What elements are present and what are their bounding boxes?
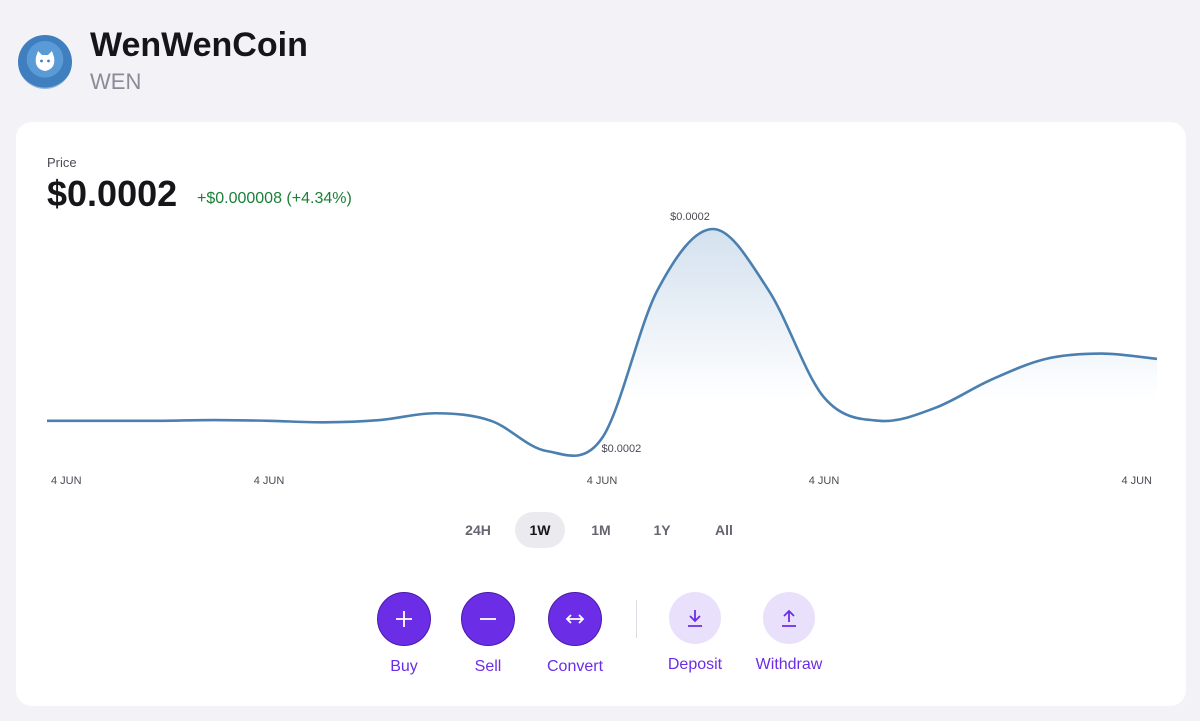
range-option[interactable]: 1W xyxy=(515,512,565,548)
deposit-button[interactable]: Deposit xyxy=(645,592,745,674)
divider xyxy=(636,600,637,638)
price-value: $0.0002 xyxy=(47,173,178,214)
logo-icon xyxy=(35,51,55,71)
price-line xyxy=(46,227,1158,457)
action-label: Deposit xyxy=(667,656,723,673)
x-tick-label: 4 JUN xyxy=(51,475,82,487)
range-option[interactable]: All xyxy=(715,522,733,538)
x-tick-label: 4 JUN xyxy=(587,475,618,487)
icon xyxy=(548,592,602,646)
icon xyxy=(669,592,721,644)
withdraw-button[interactable]: Withdraw xyxy=(739,592,839,674)
action-label: Convert xyxy=(546,658,604,675)
buy-button[interactable]: Buy xyxy=(354,592,454,676)
coin-symbol: WEN xyxy=(90,69,142,94)
max-label: $0.0002 xyxy=(670,211,710,223)
action-label: Buy xyxy=(390,658,418,675)
icon xyxy=(763,592,815,644)
area-fill xyxy=(47,229,1157,456)
sell-button[interactable]: Sell xyxy=(438,592,538,676)
range-option[interactable]: 24H xyxy=(465,522,491,538)
convert-button[interactable]: Convert xyxy=(525,592,625,676)
coin-name: WenWenCoin xyxy=(90,26,308,64)
x-tick-label: 4 JUN xyxy=(1121,475,1152,487)
action-label: Sell xyxy=(474,658,502,675)
x-tick-label: 4 JUN xyxy=(254,475,285,487)
action-label: Withdraw xyxy=(755,656,823,673)
price-change: +$0.000008 (+4.34%) xyxy=(197,190,352,207)
price-label: Price xyxy=(47,155,77,170)
x-tick-label: 4 JUN xyxy=(809,475,840,487)
icon xyxy=(461,592,515,646)
icon xyxy=(377,592,431,646)
range-option[interactable]: 1Y xyxy=(653,522,671,538)
min-label: $0.0002 xyxy=(602,443,642,455)
coin-logo xyxy=(18,35,72,89)
price-chart: $0.0002 $0.0002 4 JUN 4 JUN 4 JUN 4 JUN 4 JUN xyxy=(46,211,1158,487)
range-option[interactable]: 1M xyxy=(591,522,611,538)
